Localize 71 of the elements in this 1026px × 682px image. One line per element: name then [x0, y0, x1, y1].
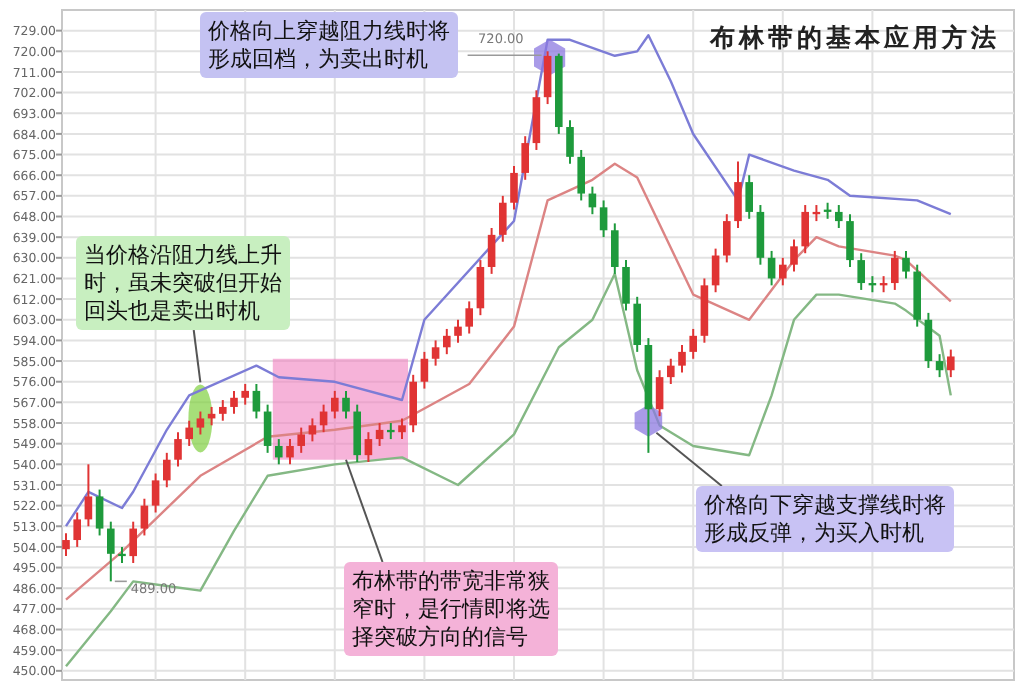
candlestick: [655, 369, 664, 418]
candlestick: [275, 438, 283, 466]
candlestick: [129, 520, 137, 564]
candlestick: [342, 389, 350, 420]
candlestick: [521, 135, 529, 181]
candlestick: [577, 148, 585, 202]
candlestick: [163, 451, 171, 489]
candlestick: [140, 497, 149, 537]
candlestick: [476, 259, 485, 317]
candlestick: [924, 311, 933, 369]
candlestick: [779, 256, 787, 287]
annotation: 价格向下穿越支撑线时将形成反弹，为买入时机: [702, 492, 946, 546]
candlestick: [252, 383, 261, 420]
candlestick: [263, 403, 272, 454]
candlestick: [431, 339, 440, 367]
candlestick: [857, 252, 865, 291]
candlestick: [622, 259, 630, 312]
candlestick: [532, 89, 541, 151]
candlestick: [499, 194, 507, 243]
candlestick: [286, 438, 294, 466]
annotation: 当价格沿阻力线上升时，虽未突破但开始回头也是卖出时机: [84, 242, 282, 324]
candlestick: [364, 431, 373, 464]
candlestick: [891, 249, 899, 291]
line-series: [64, 272, 952, 668]
candlestick: [510, 165, 518, 211]
candlestick: [745, 174, 753, 220]
candlestick: [487, 226, 496, 275]
candlestick: [689, 327, 697, 360]
candlestick: [947, 348, 955, 379]
candlestick: [756, 204, 765, 266]
candlestick: [398, 417, 406, 441]
candlestick: [846, 213, 854, 268]
text: 布林带的基本应用方法: [708, 22, 1000, 52]
candlestick: [543, 50, 552, 106]
candlestick: [443, 327, 451, 356]
candlestick: [566, 119, 574, 165]
candlestick: [151, 472, 160, 514]
line-series: [64, 162, 952, 601]
candlestick: [633, 295, 641, 353]
candlestick: [454, 318, 462, 344]
candlestick: [73, 511, 81, 548]
candlestick: [790, 238, 798, 273]
candlestick: [297, 426, 305, 454]
candlestick: [331, 389, 339, 420]
candlestick: [599, 199, 608, 239]
candlestick: [219, 399, 227, 422]
annotation: 布林带的带宽非常狭窄时，是行情即将选择突破方向的信号: [352, 568, 550, 650]
candlestick: [107, 520, 115, 583]
candlestick: [375, 422, 384, 447]
candlestick: [95, 488, 104, 537]
candlestick: [353, 403, 361, 464]
annotation: 价格向上穿越阻力线时将形成回档，为卖出时机: [206, 18, 450, 72]
candlestick: [230, 389, 238, 415]
candlestick: [611, 222, 619, 275]
candlestick: [723, 213, 731, 264]
candlestick: [185, 419, 193, 447]
candlestick: [734, 160, 742, 229]
candlestick: [420, 350, 429, 390]
candlestick: [902, 249, 910, 280]
candlestick: [465, 300, 473, 335]
candlestick: [409, 373, 417, 434]
candlestick: [801, 204, 809, 255]
candlestick: [196, 410, 205, 436]
candlestick: [935, 353, 944, 379]
candlestick: [174, 431, 182, 468]
candlestick: [835, 204, 843, 229]
candlestick: [241, 383, 249, 406]
candlestick: [84, 463, 93, 528]
candlestick: [678, 344, 686, 374]
candlestick: [667, 357, 675, 386]
candlestick: [308, 417, 317, 443]
